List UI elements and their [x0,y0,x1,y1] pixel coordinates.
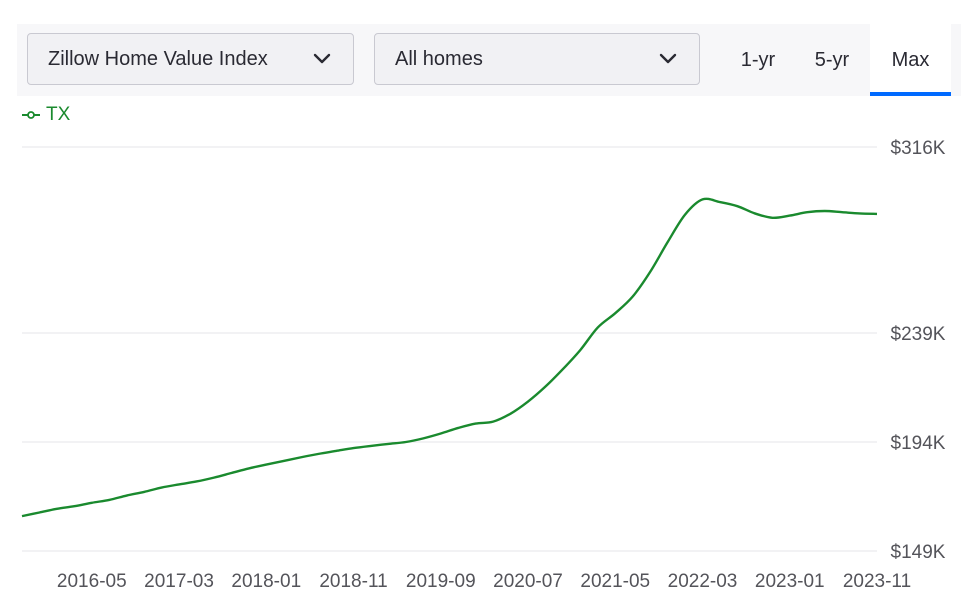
home-type-select-label: All homes [395,47,483,70]
y-tick-label: $316K [891,138,946,159]
x-tick-label: 2023-01 [755,571,825,592]
tab-max[interactable]: Max [870,24,951,96]
x-tick-label: 2022-03 [668,571,738,592]
x-tick-label: 2023-11 [843,571,911,592]
y-tick-label: $194K [891,433,946,454]
legend-line-marker-icon [22,111,40,119]
x-tick-label: 2018-11 [319,571,387,592]
metric-select-label: Zillow Home Value Index [48,47,268,70]
y-tick-label: $149K [891,542,946,563]
chart-controls: Zillow Home Value Index All homes 1-yr 5… [17,24,961,96]
metric-select[interactable]: Zillow Home Value Index [27,33,354,85]
chevron-down-icon [311,48,333,70]
x-tick-label: 2021-05 [580,571,650,592]
x-tick-label: 2020-07 [493,571,563,592]
tab-1-yr[interactable]: 1-yr [740,48,776,71]
series-line-tx[interactable] [21,197,878,518]
x-tick-label: 2017-03 [144,571,214,592]
x-tick-label: 2016-05 [57,571,127,592]
legend-label-tx: TX [46,104,71,125]
chart-legend[interactable]: TX [22,104,70,126]
range-tabs: 1-yr 5-yr Max [722,24,951,96]
chevron-down-icon [657,48,679,70]
tab-5-yr[interactable]: 5-yr [814,48,850,71]
x-tick-label: 2019-09 [406,571,476,592]
y-tick-label: $239K [891,324,946,345]
x-tick-label: 2018-01 [231,571,301,592]
home-type-select[interactable]: All homes [374,33,700,85]
home-value-line-chart[interactable]: $149K $194K $239K $316K 2016-05 2017-03 2018-0… [0,96,978,606]
